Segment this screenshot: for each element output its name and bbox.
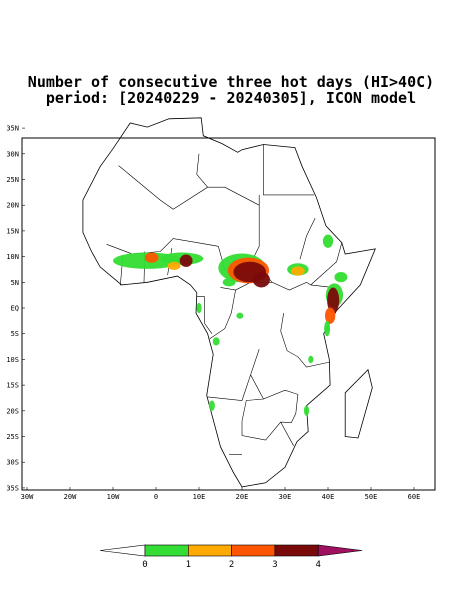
country-border [196,153,208,188]
lat-label: 35S [6,484,19,492]
lon-label: 10W [107,493,120,501]
lat-label: 10N [6,253,19,261]
lat-label: 5N [11,279,19,287]
hot-area [179,254,193,267]
hot-area [222,278,236,287]
colorbar-segment [231,544,276,557]
colorbar-segment [188,544,232,557]
colorbar-segment [274,544,319,557]
lon-label: 50E [365,493,378,501]
lat-label: EQ [11,305,19,313]
lat-label: 35N [6,125,19,133]
hot-area [291,266,305,276]
lon-label: 20W [64,493,77,501]
lon-label: 20E [236,493,249,501]
lat-label: 20S [6,407,19,415]
colorbar-label: 4 [315,560,320,570]
lat-label: 15N [6,227,19,235]
madagascar [344,368,373,439]
hot-area [327,287,340,314]
lon-label: 30W [21,493,34,501]
map-frame [21,137,436,491]
lat-label: 30S [6,459,19,467]
colorbar-segment [144,544,189,557]
hot-area [303,405,310,416]
country-border [310,242,343,286]
hot-area [212,337,220,346]
hot-area [324,307,336,324]
hot-area [167,261,181,270]
axes: 35N 30N 25N 20N 15N 10N 5N EQ 5S 10S 15S 20S 25S 30S 3… [6,125,420,501]
colorbar-label: 2 [229,560,234,570]
hot-areas [112,234,348,416]
lon-label: 60E [408,493,421,501]
title-line-2: period: [20240229 - 20240305], ICON mode… [46,89,416,107]
lon-label: 10E [193,493,206,501]
country-border [196,296,213,334]
lat-label: 30N [6,150,19,158]
lat-label: 10S [6,356,19,364]
hot-area [196,302,202,314]
colorbar: 0 1 2 3 4 [99,544,363,570]
africa-coast [82,117,376,488]
hot-area [322,234,334,248]
colorbar-high [317,544,363,557]
hot-area [324,320,331,337]
lon-label: 40E [322,493,335,501]
country-border [241,374,299,441]
hot-area [236,312,244,319]
lat-label: 25N [6,176,19,184]
country-border [209,289,236,340]
country-border [106,165,260,270]
lat-label: 20N [6,202,19,210]
lat-label: 5S [11,330,19,338]
hot-area [334,272,348,283]
colorbar-label: 0 [142,560,147,570]
colorbar-label: 1 [186,560,191,570]
country-border [207,349,260,401]
lat-label: 15S [6,382,19,390]
country-border [299,217,316,260]
colorbar-label: 3 [272,560,277,570]
colorbar-low [99,544,146,557]
lon-label: 30E [279,493,292,501]
hot-area [252,272,270,288]
title-line-1: Number of consecutive three hot days (HI… [28,73,434,91]
country-border [280,313,331,368]
hot-area [144,252,159,263]
country-border [263,144,315,196]
lon-label: 0 [154,493,158,501]
lat-label: 25S [6,433,19,441]
hot-area [308,355,314,363]
country-border [280,421,294,446]
hot-area [208,400,215,411]
